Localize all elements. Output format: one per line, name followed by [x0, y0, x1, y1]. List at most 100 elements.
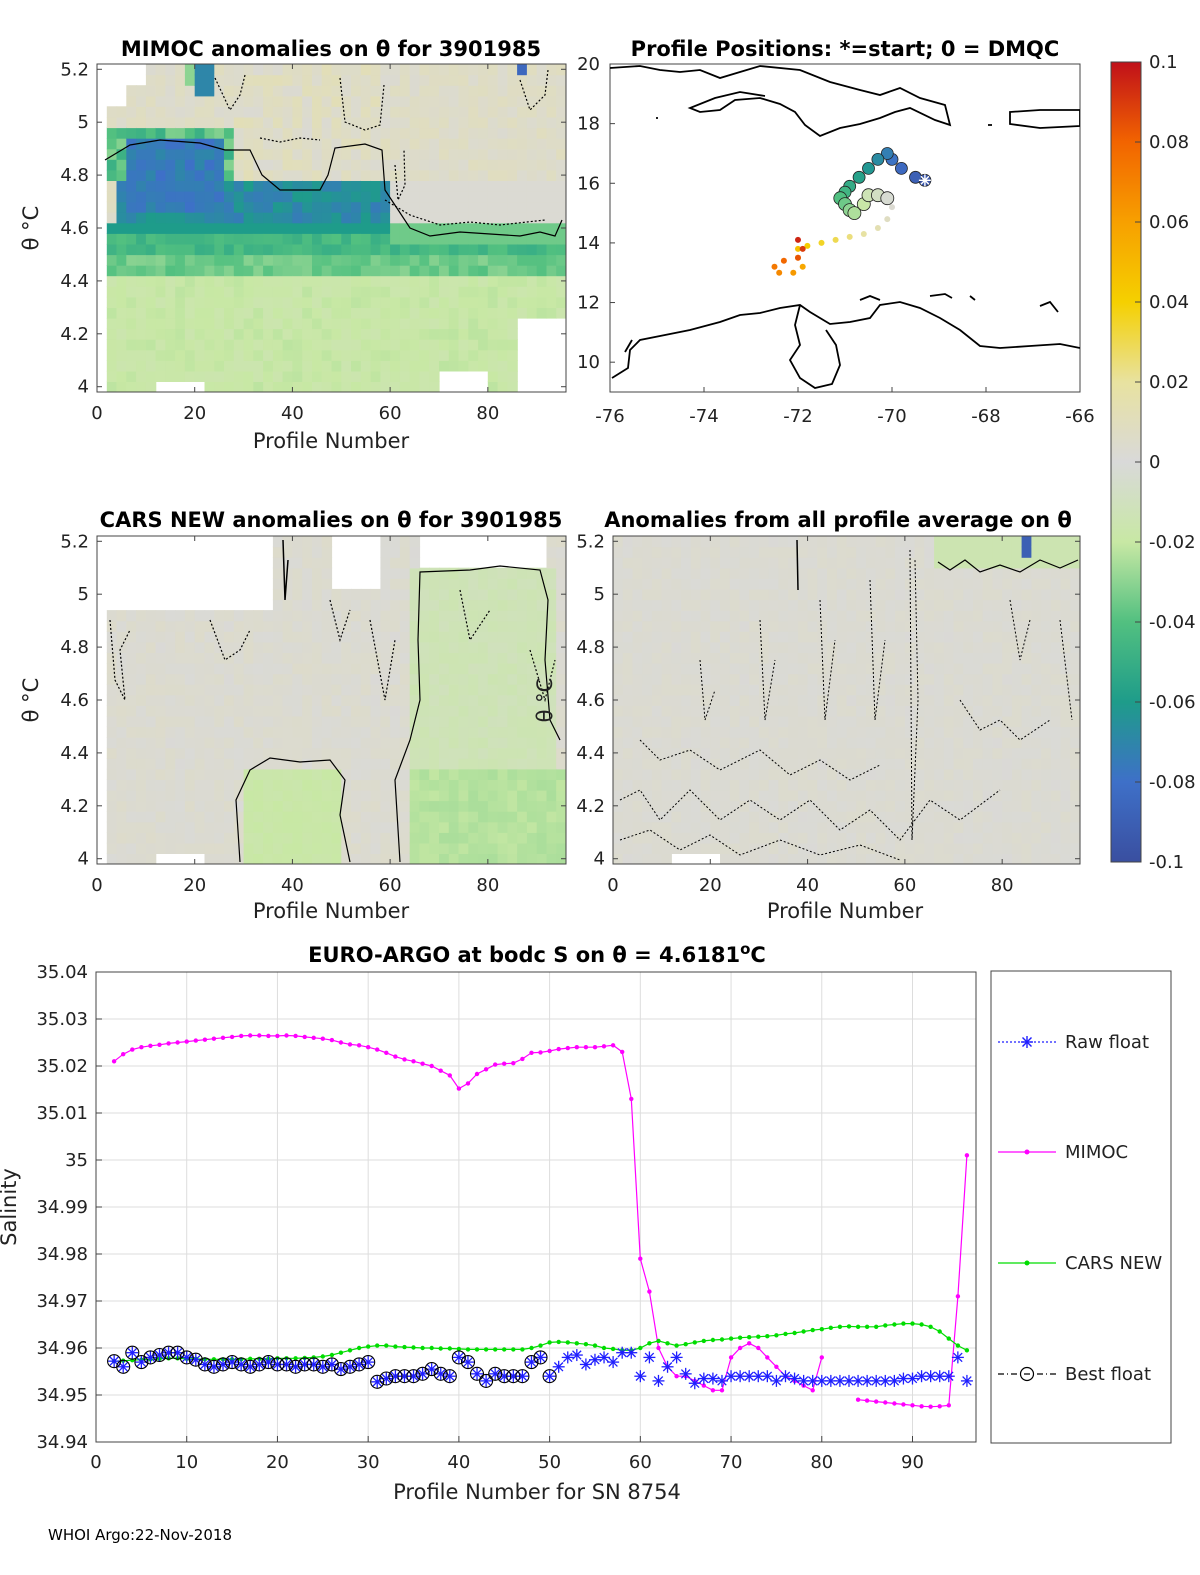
heatmap-cell	[419, 106, 430, 118]
heatmap-cell	[517, 663, 528, 675]
heatmap-cell	[856, 853, 867, 864]
heatmap-cell	[982, 789, 993, 802]
heatmap-cell	[370, 116, 381, 129]
heatmap-cell	[360, 853, 372, 864]
heatmap-cell	[546, 588, 557, 601]
heatmap-cell	[292, 811, 303, 823]
heatmap-cell	[546, 307, 557, 319]
heatmap-cell	[924, 715, 935, 728]
heatmap-cell	[739, 758, 750, 770]
heatmap-cell	[272, 74, 284, 86]
heatmap-cell	[214, 789, 225, 802]
heatmap-cell	[439, 567, 450, 579]
heatmap-cell	[758, 789, 770, 802]
heatmap-cell	[263, 180, 274, 192]
heatmap-cell	[1002, 705, 1013, 717]
heatmap-cell	[106, 663, 118, 675]
heatmap-cell	[875, 588, 886, 601]
heatmap-cell	[204, 201, 215, 213]
heatmap-cell	[233, 641, 245, 653]
heatmap-cell	[895, 546, 906, 558]
heatmap-cell	[953, 853, 964, 864]
heatmap-cell	[690, 715, 702, 728]
heatmap-cell	[390, 328, 401, 340]
heatmap-cell	[497, 212, 508, 224]
heatmap-cell	[797, 853, 809, 864]
heatmap-cell	[526, 758, 538, 770]
heatmap-cell	[953, 694, 964, 706]
heatmap-cell	[866, 726, 877, 738]
cars-ylabel: θ °C	[19, 678, 43, 723]
heatmap-cell	[992, 789, 1003, 802]
heatmap-cell	[458, 95, 469, 107]
heatmap-cell	[536, 853, 548, 864]
heatmap-cell	[341, 673, 352, 685]
heatmap-cell	[214, 737, 225, 749]
heatmap-cell	[321, 296, 333, 308]
heatmap-cell	[1021, 842, 1032, 854]
heatmap-cell	[380, 307, 391, 319]
heatmap-cell	[312, 222, 323, 234]
heatmap-cell	[651, 800, 663, 812]
series-point	[574, 1045, 579, 1050]
heatmap-cell	[1050, 673, 1062, 685]
heatmap-cell	[546, 222, 557, 234]
heatmap-cell	[758, 726, 770, 738]
heatmap-cell	[487, 620, 499, 632]
heatmap-cell	[934, 641, 945, 653]
heatmap-cell	[622, 715, 633, 728]
heatmap-cell	[651, 652, 663, 664]
heatmap-cell	[613, 599, 624, 611]
heatmap-cell	[204, 159, 215, 171]
heatmap-cell	[263, 694, 274, 706]
heatmap-cell	[1070, 631, 1080, 643]
heatmap-cell	[690, 652, 702, 664]
heatmap-cell	[749, 610, 760, 622]
heatmap-cell	[458, 842, 469, 854]
heatmap-cell	[739, 853, 750, 864]
heatmap-cell	[846, 663, 857, 675]
heatmap-cell	[778, 663, 789, 675]
heatmap-cell	[875, 726, 886, 738]
heatmap-cell	[292, 64, 303, 76]
heatmap-cell	[351, 842, 362, 854]
heatmap-cell	[341, 779, 352, 791]
heatmap-cell	[233, 360, 245, 372]
heatmap-cell	[846, 747, 857, 759]
heatmap-cell	[517, 811, 528, 823]
heatmap-cell	[126, 620, 137, 632]
heatmap-cell	[468, 694, 479, 706]
heatmap-cell	[914, 599, 925, 611]
heatmap-cell	[875, 758, 886, 770]
heatmap-cell	[710, 610, 721, 622]
heatmap-cell	[836, 599, 848, 611]
heatmap-cell	[136, 652, 147, 664]
heatmap-cell	[136, 307, 147, 319]
heatmap-cell	[788, 567, 799, 579]
heatmap-cell	[302, 737, 313, 749]
heatmap-cell	[807, 684, 818, 696]
heatmap-cell	[875, 853, 886, 864]
heatmap-cell	[390, 148, 401, 160]
heatmap-cell	[312, 349, 323, 361]
heatmap-cell	[351, 85, 362, 97]
heatmap-cell	[1031, 705, 1042, 717]
heatmap-cell	[448, 663, 460, 675]
y-tick-label: 4.8	[60, 165, 89, 186]
heatmap-cell	[982, 546, 993, 558]
heatmap-cell	[556, 789, 566, 802]
heatmap-cell	[263, 832, 274, 844]
heatmap-cell	[963, 546, 974, 558]
heatmap-cell	[749, 800, 760, 812]
series-point	[574, 1341, 579, 1346]
heatmap-cell	[243, 296, 254, 308]
heatmap-cell	[419, 578, 430, 590]
heatmap-cell	[507, 317, 518, 330]
heatmap-cell	[690, 832, 702, 844]
best-float-point	[388, 1369, 403, 1384]
heatmap-cell	[214, 85, 225, 97]
heatmap-cell	[827, 853, 838, 864]
heatmap-cell	[622, 663, 633, 675]
heatmap-cell	[943, 578, 955, 590]
heatmap-cell	[312, 148, 323, 160]
